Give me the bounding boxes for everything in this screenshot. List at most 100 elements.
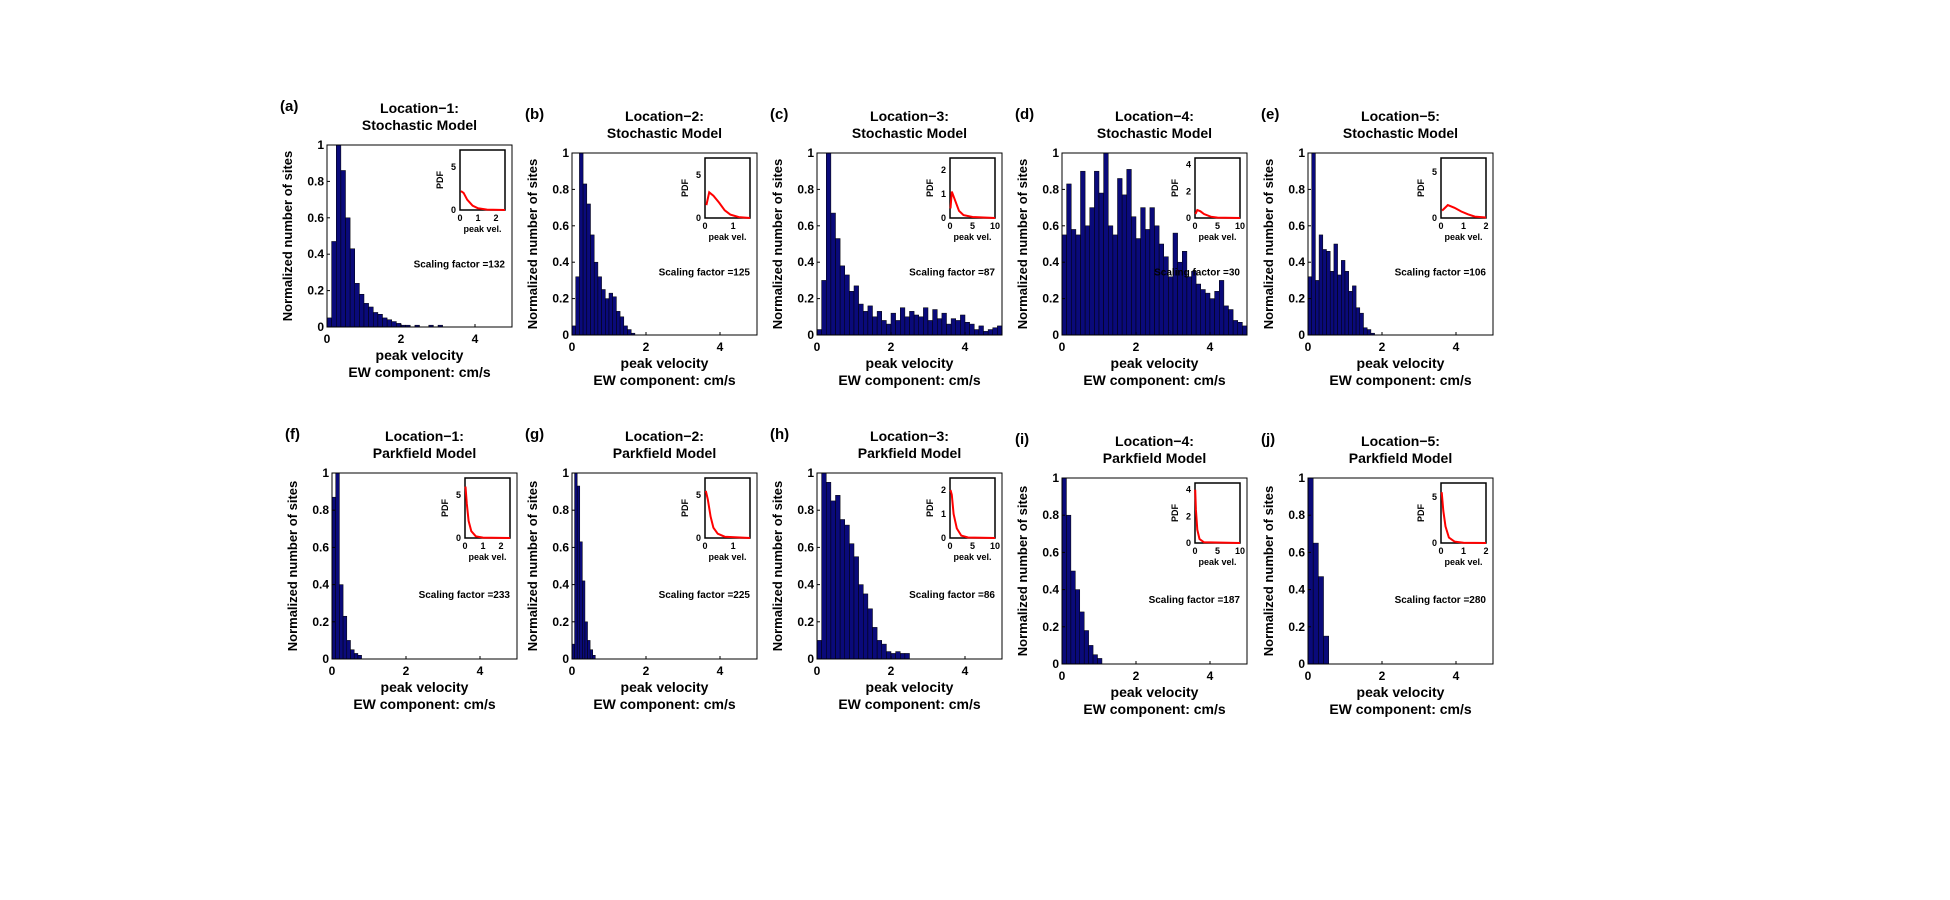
histogram-bar bbox=[1084, 225, 1090, 336]
plot-frame bbox=[1061, 477, 1248, 665]
plot-frame bbox=[1307, 152, 1494, 336]
histogram-bar bbox=[987, 329, 993, 336]
histogram-bar bbox=[1061, 477, 1067, 665]
histogram-bar bbox=[830, 500, 836, 660]
histogram-bar bbox=[992, 327, 998, 336]
y-tick-label: 0 bbox=[1052, 657, 1059, 671]
histogram-bar bbox=[582, 183, 588, 336]
scaling-factor-text: Scaling factor =187 bbox=[1149, 595, 1241, 606]
panel-title-line1: Location−5: bbox=[1361, 433, 1440, 449]
panel-title-line2: Stochastic Model bbox=[1097, 125, 1212, 141]
x-tick-label: 4 bbox=[962, 340, 969, 354]
inset-y-tick-label: 0 bbox=[696, 533, 701, 543]
histogram-bar bbox=[1205, 292, 1211, 336]
inset-x-tick-label: 0 bbox=[947, 221, 952, 231]
histogram-bar bbox=[1126, 169, 1132, 336]
y-tick-label: 0.6 bbox=[1042, 545, 1059, 559]
y-tick-label: 1 bbox=[807, 466, 814, 480]
y-tick-label: 0 bbox=[807, 652, 814, 666]
histogram-bar bbox=[582, 580, 586, 660]
inset-y-tick-label: 0 bbox=[696, 213, 701, 223]
x-tick-label: 0 bbox=[1059, 340, 1066, 354]
histogram-bar bbox=[354, 283, 360, 328]
histogram-bar bbox=[1200, 289, 1206, 336]
x-axis-label-line1: peak velocity bbox=[1111, 355, 1199, 371]
inset-y-tick-label: 5 bbox=[1432, 167, 1437, 177]
x-tick-label: 4 bbox=[717, 664, 724, 678]
histogram-bar bbox=[853, 556, 859, 660]
histogram-bar bbox=[1088, 645, 1094, 665]
inset-x-tick-label: 0 bbox=[1192, 546, 1197, 556]
x-axis-label-line1: peak velocity bbox=[866, 679, 954, 695]
histogram-bar bbox=[890, 312, 896, 336]
y-tick-label: 1 bbox=[322, 466, 329, 480]
chart-panel-10: 0 0.2 0.4 0.6 0.8 1 0 2 4 Location−5:Parkfield Mo… bbox=[1261, 431, 1494, 717]
histogram-bar bbox=[1140, 207, 1146, 336]
histogram-bar bbox=[1232, 320, 1238, 336]
histogram-bar bbox=[342, 615, 348, 660]
panel-letter-label: (g) bbox=[525, 426, 544, 443]
histogram-bar bbox=[579, 541, 583, 660]
x-axis-label-line2: EW component: cm/s bbox=[838, 696, 981, 712]
histogram-bar bbox=[346, 640, 351, 660]
y-axis-label: Normalized number of sites bbox=[1261, 159, 1276, 329]
histogram-bar bbox=[1075, 589, 1081, 665]
x-tick-label: 4 bbox=[1453, 669, 1460, 683]
histogram-bar bbox=[1307, 276, 1312, 336]
x-tick-label: 2 bbox=[403, 664, 410, 678]
histogram-bar bbox=[1228, 309, 1234, 336]
histogram-bar bbox=[331, 496, 336, 660]
histogram-bar bbox=[1131, 216, 1137, 336]
inset-x-tick-label: 5 bbox=[1215, 546, 1220, 556]
panel-letter-label: (c) bbox=[770, 106, 788, 123]
inset-x-tick-label: 0 bbox=[1438, 546, 1443, 556]
panel-letter-label: (e) bbox=[1261, 106, 1279, 123]
x-axis-label-line2: EW component: cm/s bbox=[1329, 701, 1472, 717]
x-axis-label-line1: peak velocity bbox=[1111, 684, 1199, 700]
inset-x-tick-label: 10 bbox=[990, 541, 1000, 551]
panel-title-line1: Location−1: bbox=[380, 100, 459, 116]
panel-letter-label: (i) bbox=[1015, 431, 1029, 448]
histogram-bar bbox=[839, 265, 845, 336]
inset-x-tick-label: 0 bbox=[1438, 221, 1443, 231]
y-tick-label: 0.2 bbox=[312, 615, 329, 629]
y-tick-label: 0.4 bbox=[1288, 583, 1305, 597]
inset-x-tick-label: 5 bbox=[970, 541, 975, 551]
scaling-factor-text: Scaling factor =30 bbox=[1154, 267, 1240, 278]
histogram-bar bbox=[359, 293, 365, 328]
inset-x-axis-label: peak vel. bbox=[1444, 557, 1482, 567]
inset-y-axis-label: PDF bbox=[1170, 178, 1180, 197]
histogram-bar bbox=[1066, 183, 1072, 336]
panel-title-line1: Location−2: bbox=[625, 108, 704, 124]
panel-title-line2: Stochastic Model bbox=[607, 125, 722, 141]
inset-y-axis-label: PDF bbox=[1170, 503, 1180, 522]
y-tick-label: 0 bbox=[562, 328, 569, 342]
y-tick-label: 0.4 bbox=[552, 255, 569, 269]
inset-frame bbox=[704, 477, 751, 539]
histogram-bar bbox=[1092, 654, 1098, 665]
histogram-bar bbox=[1098, 192, 1104, 336]
inset-x-tick-label: 0 bbox=[947, 541, 952, 551]
inset-x-tick-label: 5 bbox=[1215, 221, 1220, 231]
inset-y-tick-label: 0 bbox=[1186, 538, 1191, 548]
histogram-bar bbox=[1323, 635, 1329, 665]
x-tick-label: 2 bbox=[643, 664, 650, 678]
histogram-bar bbox=[1061, 234, 1067, 336]
histogram-bar bbox=[876, 311, 882, 336]
histogram-bar bbox=[1094, 170, 1100, 336]
histogram-bar bbox=[586, 203, 591, 336]
x-tick-label: 4 bbox=[1207, 669, 1214, 683]
histogram-bar bbox=[1329, 271, 1335, 336]
histogram-bar bbox=[1318, 234, 1324, 336]
inset-x-tick-label: 10 bbox=[990, 221, 1000, 231]
histogram-bar bbox=[1066, 514, 1072, 665]
y-tick-label: 0.8 bbox=[552, 503, 569, 517]
inset-x-tick-label: 1 bbox=[1461, 546, 1466, 556]
y-tick-label: 0 bbox=[807, 328, 814, 342]
histogram-bar bbox=[368, 306, 374, 328]
y-tick-label: 0.2 bbox=[1042, 620, 1059, 634]
x-tick-label: 4 bbox=[472, 332, 479, 346]
x-tick-label: 0 bbox=[324, 332, 331, 346]
x-axis-label-line2: EW component: cm/s bbox=[1083, 701, 1226, 717]
